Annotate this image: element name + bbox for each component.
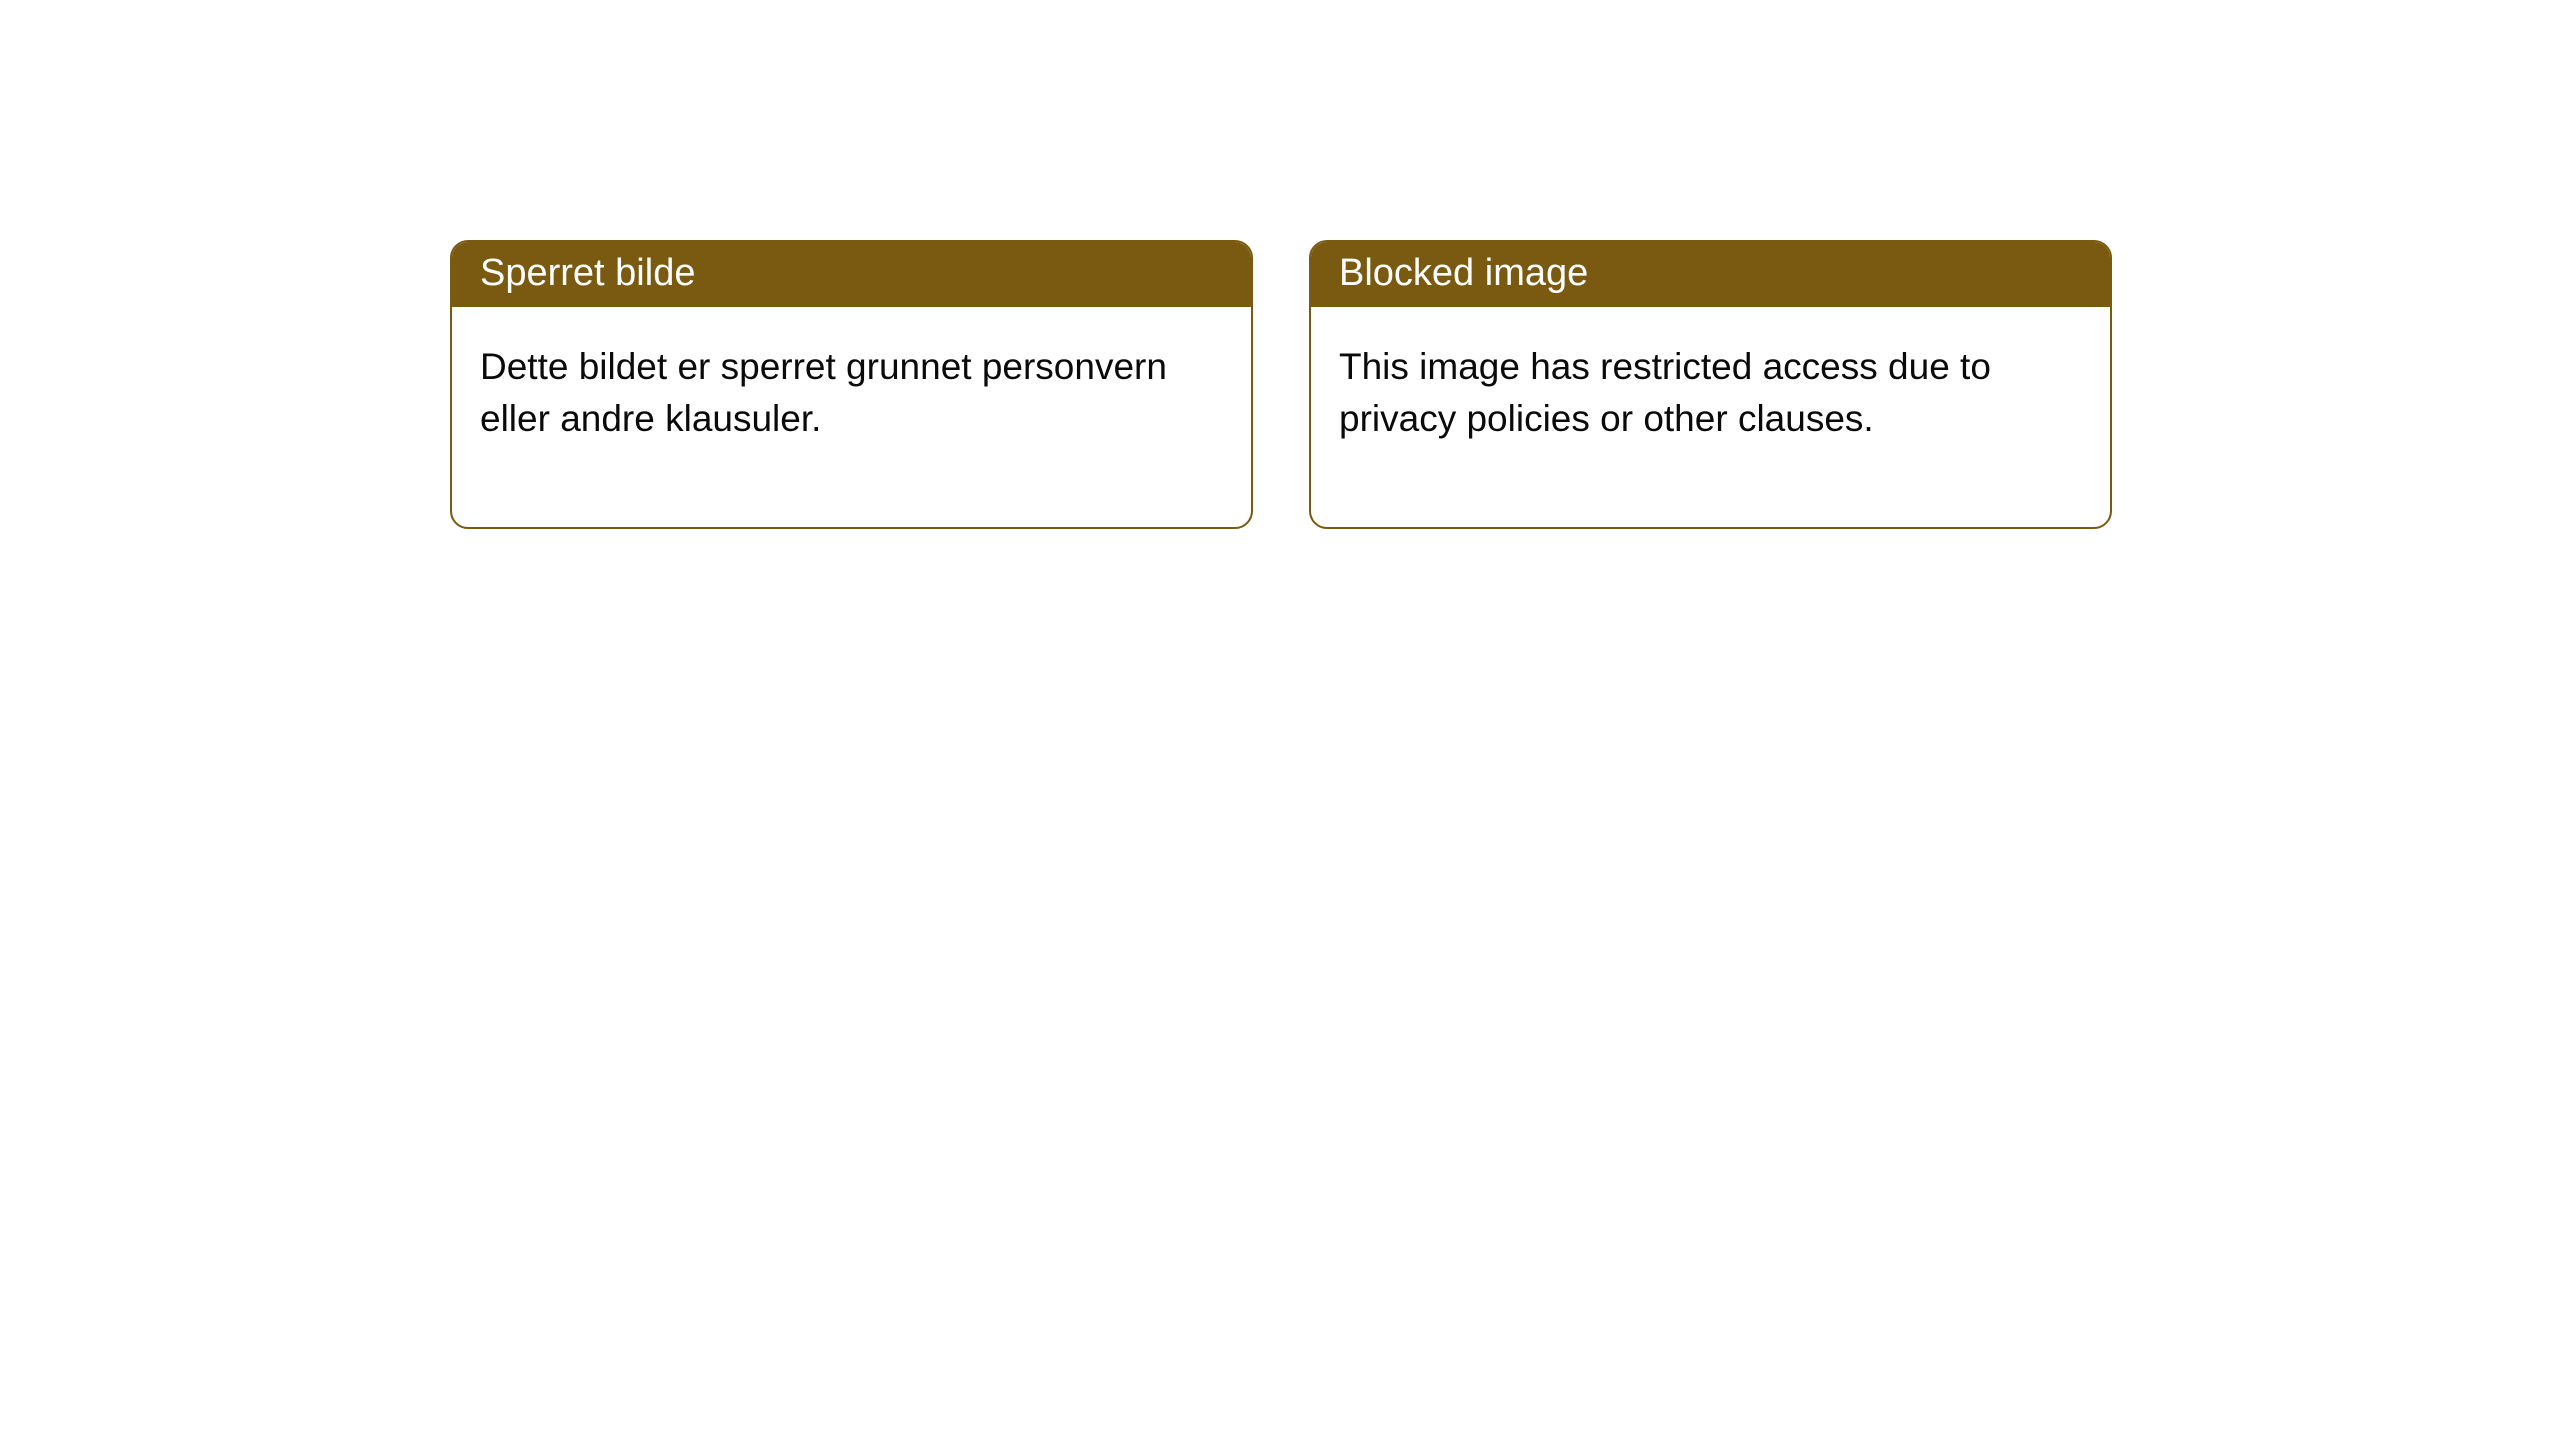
card-header: Sperret bilde <box>452 242 1251 307</box>
card-header: Blocked image <box>1311 242 2110 307</box>
blocked-image-card-no: Sperret bilde Dette bildet er sperret gr… <box>450 240 1253 529</box>
blocked-image-card-en: Blocked image This image has restricted … <box>1309 240 2112 529</box>
card-body-text: This image has restricted access due to … <box>1311 307 2110 527</box>
notice-container: Sperret bilde Dette bildet er sperret gr… <box>0 0 2560 529</box>
card-body-text: Dette bildet er sperret grunnet personve… <box>452 307 1251 527</box>
